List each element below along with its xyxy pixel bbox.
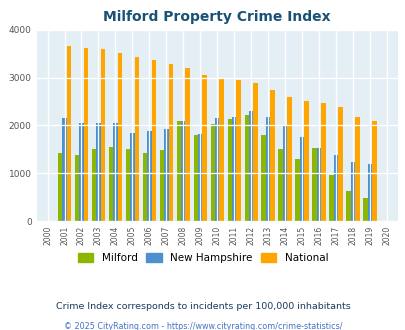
Bar (176, 121, 181, 221)
Bar (147, 131, 151, 221)
Bar (371, 120, 375, 221)
Bar (362, 198, 367, 221)
Bar (311, 148, 316, 221)
Bar (83, 48, 88, 221)
Bar (92, 149, 96, 221)
Bar (265, 117, 270, 221)
Bar (303, 101, 308, 221)
Bar (345, 191, 350, 221)
Bar (320, 103, 325, 221)
Bar (287, 97, 291, 221)
Bar (143, 153, 147, 221)
Bar (253, 83, 257, 221)
Bar (109, 148, 113, 221)
Bar (367, 164, 371, 221)
Bar (316, 148, 320, 221)
Bar (159, 150, 164, 221)
Bar (96, 122, 100, 221)
Bar (333, 154, 337, 221)
Bar (337, 107, 342, 221)
Bar (193, 135, 198, 221)
Bar (227, 119, 231, 221)
Bar (210, 124, 215, 221)
Bar (100, 49, 105, 221)
Bar (295, 159, 299, 221)
Bar (350, 162, 354, 221)
Bar (126, 149, 130, 221)
Bar (113, 122, 117, 221)
Bar (278, 149, 282, 221)
Bar (79, 123, 83, 221)
Bar (261, 135, 265, 221)
Bar (282, 126, 287, 221)
Legend: Milford, New Hampshire, National: Milford, New Hampshire, National (73, 249, 332, 267)
Bar (198, 134, 202, 221)
Bar (236, 81, 240, 221)
Bar (270, 90, 274, 221)
Bar (62, 118, 66, 221)
Bar (202, 75, 207, 221)
Bar (299, 137, 303, 221)
Title: Milford Property Crime Index: Milford Property Crime Index (103, 10, 330, 24)
Bar (244, 115, 248, 221)
Bar (354, 117, 359, 221)
Bar (75, 154, 79, 221)
Bar (219, 80, 223, 221)
Text: © 2025 CityRating.com - https://www.cityrating.com/crime-statistics/: © 2025 CityRating.com - https://www.city… (64, 322, 341, 330)
Bar (185, 68, 190, 221)
Bar (248, 111, 253, 221)
Bar (181, 121, 185, 221)
Bar (66, 47, 71, 221)
Bar (215, 118, 219, 221)
Bar (168, 64, 173, 221)
Bar (164, 129, 168, 221)
Bar (58, 153, 62, 221)
Bar (231, 117, 236, 221)
Bar (134, 57, 139, 221)
Bar (130, 133, 134, 221)
Bar (117, 53, 122, 221)
Text: Crime Index corresponds to incidents per 100,000 inhabitants: Crime Index corresponds to incidents per… (55, 302, 350, 311)
Bar (151, 60, 156, 221)
Bar (328, 175, 333, 221)
